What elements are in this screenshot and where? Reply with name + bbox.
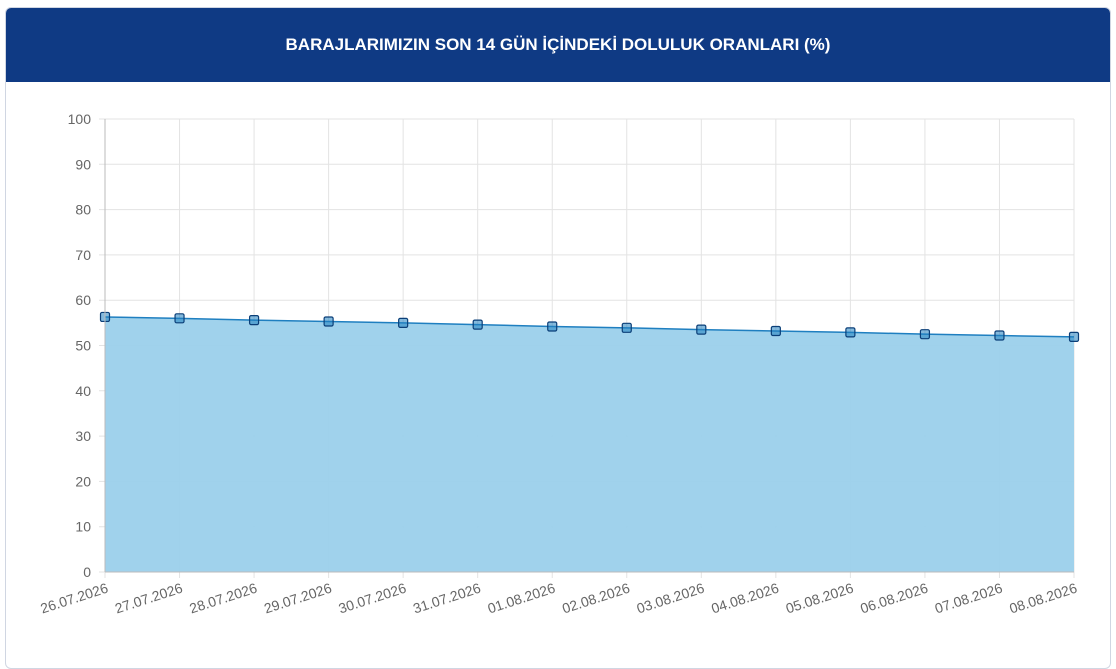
page: {"chart_data": {"type": "area", "title":… [5,7,1111,669]
x-tick-label: 02.08.2026 [560,580,632,617]
x-tick-label: 26.07.2026 [38,580,110,617]
y-tick-label: 100 [68,111,92,127]
y-tick-label: 60 [75,292,91,308]
marker [696,324,707,335]
x-tick-label: 06.08.2026 [858,580,930,617]
marker [248,315,260,326]
chart-title: BARAJLARIMIZIN SON 14 GÜN İÇİNDEKİ DOLUL… [6,8,1110,82]
y-tick-label: 70 [75,247,91,263]
marker [547,321,558,332]
y-tick-label: 90 [75,156,91,172]
marker [770,325,781,337]
marker [1068,331,1080,342]
line [104,316,1075,338]
marker [919,329,931,340]
y-tick-label: 20 [75,473,91,489]
y-tick-label: 40 [75,383,91,399]
x-tick-label: 07.08.2026 [933,580,1005,617]
y-tick-label: 10 [75,519,91,535]
x-tick-label: 01.08.2026 [486,580,558,617]
marker [621,322,632,333]
x-tick-label: 04.08.2026 [709,580,781,617]
marker [845,327,856,338]
y-tick-label: 30 [75,428,91,444]
area-fill [105,316,1074,572]
chart: 0 10 20 30 40 50 60 70 80 90 100 26.07.2026 27.07.20… [38,111,1080,617]
x-tick-label: 28.07.2026 [187,580,259,617]
x-tick-label: 03.08.2026 [635,580,707,617]
y-tick-label: 0 [83,564,91,580]
x-tick-label: 30.07.2026 [336,580,408,617]
x-tick-label: 29.07.2026 [262,580,334,617]
marker [174,313,185,324]
marker [994,330,1005,341]
y-tick-label: 80 [75,202,91,218]
x-tick-label: 08.08.2026 [1007,580,1079,617]
x-tick-label: 31.07.2026 [411,580,483,617]
x-tick-label: 27.07.2026 [113,580,185,617]
y-tick-label: 50 [75,338,91,354]
marker [472,319,483,330]
marker [323,316,334,327]
panel: BARAJLARIMIZIN SON 14 GÜN İÇİNDEKİ DOLUL… [5,7,1111,669]
x-tick-label: 05.08.2026 [784,580,856,617]
marker [398,317,409,328]
